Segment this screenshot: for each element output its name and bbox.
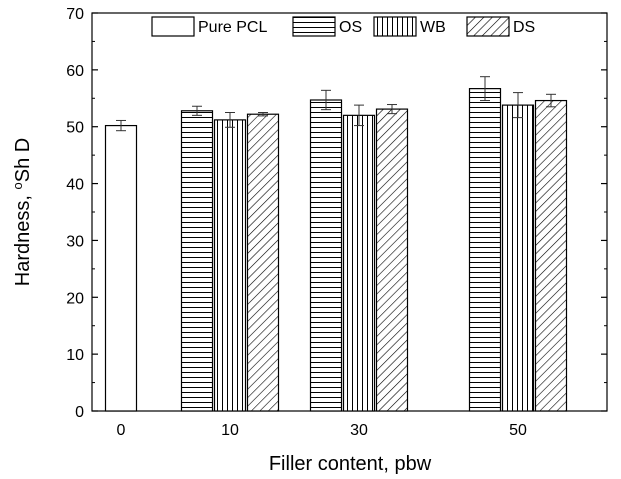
y-tick-label: 70	[66, 6, 84, 23]
y-tick-label: 50	[66, 120, 84, 137]
bar	[375, 108, 409, 412]
y-tick-label: 40	[66, 177, 84, 194]
y-axis-title: Hardness, oSh D	[10, 138, 35, 286]
bar	[468, 88, 502, 412]
x-tick-label: 30	[350, 422, 368, 439]
bar	[213, 119, 247, 412]
bars-group	[104, 88, 568, 412]
y-axis-title-superscript: o	[10, 182, 25, 189]
y-axis-title-main: Hardness,	[12, 189, 34, 286]
bar	[501, 104, 535, 412]
x-tick-label: 10	[221, 422, 239, 439]
bar	[104, 124, 138, 412]
x-tick-label: 0	[117, 422, 126, 439]
error-bars-group	[116, 76, 556, 132]
y-tick-label: 60	[66, 63, 84, 80]
y-tick-label: 0	[75, 404, 84, 421]
legend-label: Pure PCL	[198, 19, 267, 36]
bar	[180, 110, 214, 412]
y-tick-label: 10	[66, 347, 84, 364]
y-tick-label: 30	[66, 233, 84, 250]
y-axis-title-unit: Sh D	[12, 138, 34, 182]
legend-label: DS	[513, 19, 535, 36]
legend-swatch	[292, 16, 336, 37]
bar	[534, 99, 568, 412]
legend-label: OS	[339, 19, 362, 36]
bar	[309, 99, 343, 412]
legend-label: WB	[420, 19, 446, 36]
y-tick-label: 20	[66, 290, 84, 307]
y-axis: 0 10 20 30 40 50 60 70	[66, 6, 607, 421]
legend-swatch	[373, 16, 417, 37]
bar	[246, 113, 280, 412]
x-tick-label: 50	[509, 422, 527, 439]
legend-swatch	[151, 16, 195, 37]
x-axis-title: Filler content, pbw	[269, 453, 432, 475]
legend-swatch	[466, 16, 510, 37]
legend: Pure PCL OS WB DS	[151, 16, 535, 37]
bar	[342, 114, 376, 412]
